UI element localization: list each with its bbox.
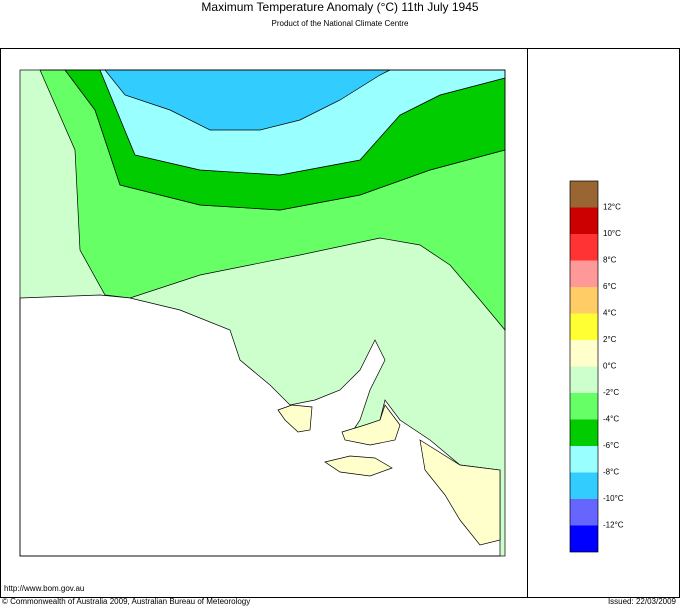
legend-label: 12°C [603, 203, 621, 212]
legend-swatch [570, 313, 598, 340]
issued: Issued: 22/03/2009 [608, 597, 677, 606]
legend-swatch [570, 419, 598, 446]
legend-label: 4°C [603, 309, 617, 318]
legend-label: 10°C [603, 229, 621, 238]
legend: 12°C 10°C 8°C 6°C 4°C 2°C 0°C -2°C -4°C -6°C -8°C -… [569, 180, 624, 553]
legend-swatch [570, 525, 598, 552]
subtitle: Product of the National Climate Centre [272, 19, 410, 28]
legend-label: -10°C [603, 494, 624, 503]
legend-swatch [570, 207, 598, 234]
legend-swatch [570, 499, 598, 526]
legend-label: -12°C [603, 521, 624, 530]
legend-frame [527, 48, 680, 598]
legend-label: 8°C [603, 256, 617, 265]
legend-swatch [570, 393, 598, 420]
map [19, 69, 506, 557]
legend-label: -2°C [603, 388, 619, 397]
legend-swatch [570, 260, 598, 287]
url: http://www.bom.gov.au [4, 584, 84, 593]
legend-label: -8°C [603, 468, 619, 477]
legend-swatch [570, 472, 598, 499]
legend-label: 0°C [603, 362, 617, 371]
legend-label: 6°C [603, 282, 617, 291]
legend-label: -6°C [603, 441, 619, 450]
title: Maximum Temperature Anomaly (°C) 11th Ju… [201, 0, 478, 14]
legend-swatch [570, 234, 598, 261]
legend-swatch [570, 446, 598, 473]
legend-swatch [570, 181, 598, 208]
legend-label: 2°C [603, 335, 617, 344]
legend-swatch [570, 366, 598, 393]
legend-border [569, 180, 599, 553]
legend-label: -4°C [603, 415, 619, 424]
legend-swatch [570, 287, 598, 314]
copyright: © Commonwealth of Australia 2009, Austra… [2, 597, 250, 606]
legend-swatch [570, 340, 598, 367]
